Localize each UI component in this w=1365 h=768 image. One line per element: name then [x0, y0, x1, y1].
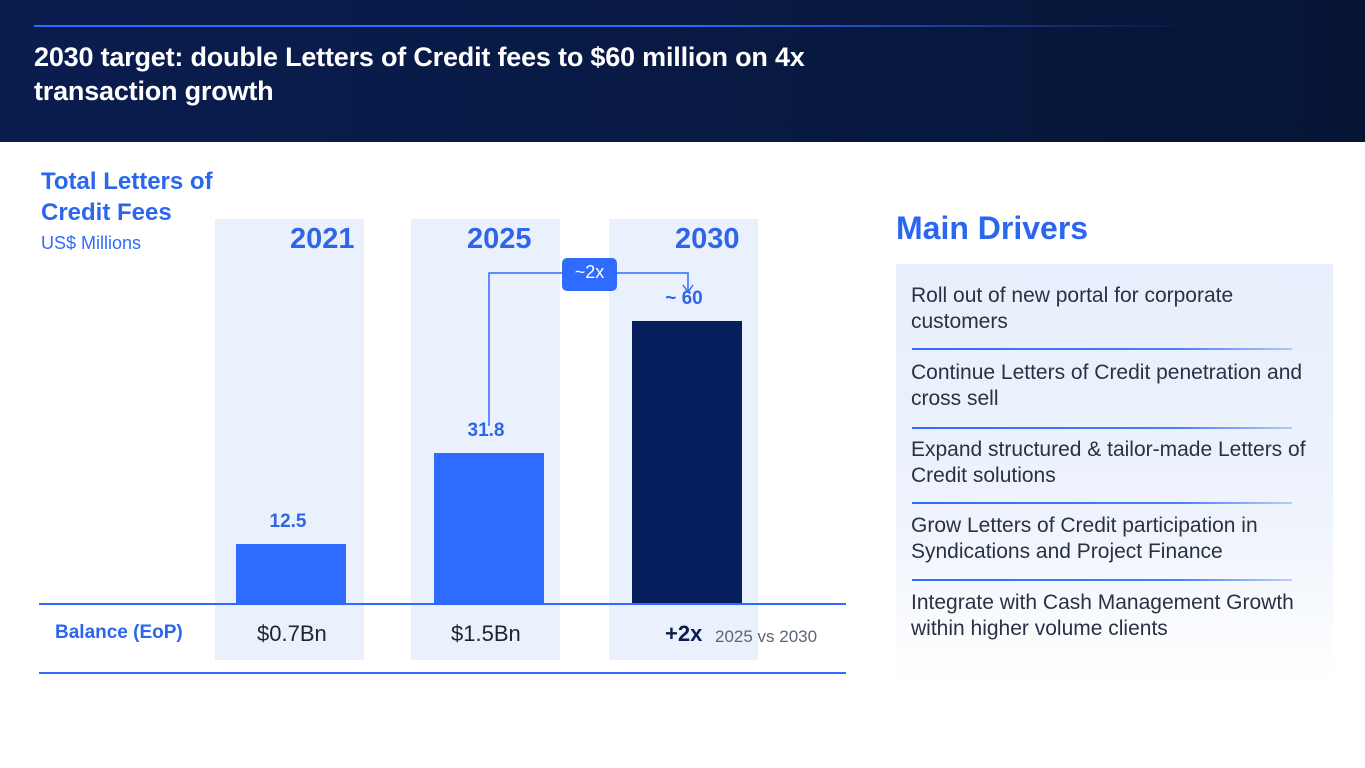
driver-divider: [912, 427, 1292, 429]
value-label-2025: 31.8: [467, 420, 505, 442]
driver-divider: [912, 348, 1292, 350]
page-title: 2030 target: double Letters of Credit fe…: [34, 42, 805, 106]
year-label-2030: 2030: [675, 223, 740, 255]
driver-item: Grow Letters of Credit participation in …: [911, 514, 1258, 563]
driver-divider: [912, 502, 1292, 504]
header-banner: 2030 target: double Letters of Credit fe…: [0, 0, 1365, 142]
balance-2025: $1.5Bn: [451, 621, 521, 646]
year-label-2021: 2021: [290, 223, 355, 255]
driver-item: Roll out of new portal for corporate cus…: [911, 284, 1234, 333]
bar-2021: [236, 544, 346, 603]
chart-baseline: [39, 603, 846, 605]
value-label-2021: 12.5: [269, 511, 307, 533]
header-accent-line: [34, 25, 1194, 27]
drivers-title: Main Drivers: [896, 210, 1089, 246]
bar-2030: [632, 320, 742, 603]
balance-growth: +2x: [665, 621, 703, 646]
driver-item: Integrate with Cash Management Growth wi…: [911, 591, 1294, 640]
growth-badge: ~2x: [562, 258, 617, 291]
bar-2025: [434, 453, 544, 603]
chart-unit-label: US$ Millions: [41, 233, 142, 253]
value-label-2030: ~ 60: [665, 287, 703, 309]
driver-divider: [912, 579, 1292, 581]
driver-item: Expand structured & tailor-made Letters …: [911, 438, 1306, 487]
driver-item: Continue Letters of Credit penetration a…: [911, 361, 1303, 410]
year-label-2025: 2025: [467, 223, 532, 255]
balance-2021: $0.7Bn: [257, 621, 327, 646]
chart-title: Total Letters of Credit Fees: [41, 168, 213, 226]
table-bottom-line: [39, 672, 846, 674]
balance-growth-note: 2025 vs 2030: [715, 627, 818, 646]
balance-label: Balance (EoP): [55, 622, 183, 643]
drivers-panel: [896, 264, 1333, 684]
